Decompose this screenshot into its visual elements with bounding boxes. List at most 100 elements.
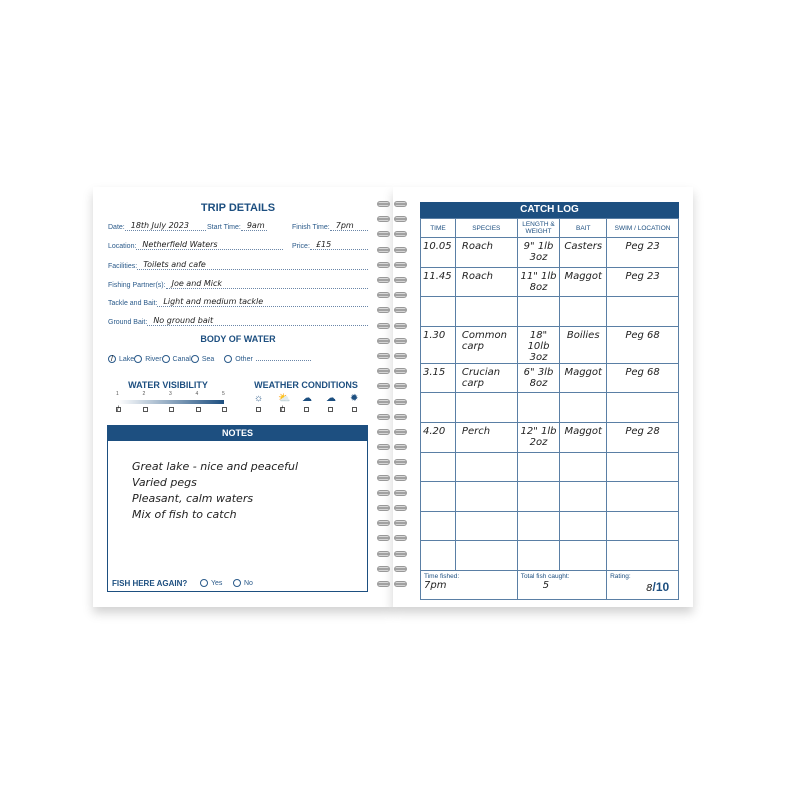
catch-cell[interactable]: Common carp xyxy=(454,325,518,364)
rating-cell[interactable]: Rating: 8/10 xyxy=(606,569,679,600)
catch-cell[interactable]: 9" 1lb 3oz xyxy=(516,237,561,268)
total-caught-cell[interactable]: Total fish caught: 5 xyxy=(516,569,608,600)
price-field[interactable]: Price: £15 xyxy=(292,240,368,250)
catch-cell[interactable]: Peg 23 xyxy=(606,266,679,298)
catch-cell[interactable] xyxy=(420,510,456,542)
catch-row: 11.45 Roach 11" 1lb 8oz Maggot Peg 23 xyxy=(420,266,679,298)
catch-cell[interactable]: Roach xyxy=(454,237,518,268)
catch-cell[interactable] xyxy=(516,540,561,571)
start-field[interactable]: Start Time: 9am xyxy=(207,221,267,231)
catch-cell[interactable] xyxy=(420,392,456,423)
water-option-river[interactable]: River xyxy=(134,355,162,363)
catch-cell[interactable] xyxy=(606,451,679,483)
spiral-ring xyxy=(377,458,407,466)
catch-cell[interactable] xyxy=(516,481,561,512)
location-field[interactable]: Location: Netherfield Waters xyxy=(108,240,283,250)
finish-field[interactable]: Finish Time: 7pm xyxy=(292,221,368,231)
catch-cell[interactable]: Maggot xyxy=(559,362,608,394)
water-option-other[interactable]: Other xyxy=(214,355,368,363)
catch-cell[interactable] xyxy=(454,392,518,423)
catch-cell[interactable]: Peg 28 xyxy=(606,421,679,453)
weather-checkbox[interactable] xyxy=(352,407,357,412)
spiral-ring xyxy=(377,337,407,345)
catch-cell[interactable]: 12" 1lb 2oz xyxy=(516,421,561,453)
catch-cell[interactable] xyxy=(559,540,608,571)
catch-cell[interactable] xyxy=(420,540,456,571)
catch-cell[interactable]: 11" 1lb 8oz xyxy=(516,266,561,298)
catch-cell[interactable] xyxy=(454,510,518,542)
visibility-checkbox-5[interactable] xyxy=(222,407,227,412)
catch-cell[interactable] xyxy=(516,510,561,542)
catch-cell[interactable] xyxy=(420,481,456,512)
catch-cell[interactable]: Boilies xyxy=(559,325,608,364)
catch-cell[interactable] xyxy=(559,296,608,327)
spiral-ring xyxy=(377,428,407,436)
catch-cell[interactable]: Perch xyxy=(454,421,518,453)
catch-cell[interactable] xyxy=(516,451,561,483)
water-option-lake[interactable]: / Lake xyxy=(108,355,134,363)
catch-cell[interactable]: 4.20 xyxy=(420,421,456,453)
catch-cell[interactable] xyxy=(454,451,518,483)
facilities-field[interactable]: Facilities: Toilets and cafe xyxy=(108,260,368,270)
partners-field[interactable]: Fishing Partner(s): Joe and Mick xyxy=(108,279,368,289)
column-header: TIME xyxy=(420,218,456,238)
catch-cell[interactable] xyxy=(516,296,561,327)
spiral-ring xyxy=(377,489,407,497)
catch-cell[interactable] xyxy=(606,481,679,512)
facilities-label: Facilities: xyxy=(108,263,138,270)
fish-again-no[interactable]: No xyxy=(233,579,253,587)
catch-cell[interactable]: 11.45 xyxy=(420,266,456,298)
visibility-checkbox-4[interactable] xyxy=(195,407,201,412)
weather-checkbox[interactable]: / xyxy=(280,406,285,413)
catch-cell[interactable]: 10.05 xyxy=(420,237,456,268)
catch-cell[interactable] xyxy=(606,296,679,327)
catch-cell[interactable]: Peg 23 xyxy=(606,237,679,268)
rating-label: Rating: xyxy=(610,572,631,580)
visibility-checkbox-1[interactable]: / xyxy=(116,406,121,413)
weather-checkbox[interactable] xyxy=(304,407,309,412)
catch-cell[interactable]: Casters xyxy=(559,237,608,268)
catch-cell[interactable] xyxy=(420,296,456,327)
catch-cell[interactable]: Crucian carp xyxy=(454,362,518,394)
column-header: SPECIES xyxy=(454,218,518,238)
catch-cell[interactable]: Peg 68 xyxy=(606,362,679,394)
catch-cell[interactable] xyxy=(559,451,608,483)
catch-cell[interactable]: Maggot xyxy=(559,266,608,298)
weather-checkbox[interactable] xyxy=(328,407,333,412)
catch-cell[interactable] xyxy=(559,510,608,542)
catch-cell[interactable] xyxy=(606,392,679,423)
catch-cell[interactable]: 18" 10lb 3oz xyxy=(516,325,561,364)
catch-cell[interactable]: 1.30 xyxy=(420,325,456,364)
option-label: Canal xyxy=(172,355,191,363)
catch-cell[interactable] xyxy=(454,540,518,571)
catch-cell[interactable] xyxy=(420,451,456,483)
water-option-sea[interactable]: Sea xyxy=(190,355,214,363)
tackle-field[interactable]: Tackle and Bait: Light and medium tackle xyxy=(108,297,368,307)
catch-cell[interactable] xyxy=(516,392,561,423)
catch-cell[interactable]: 6" 3lb 8oz xyxy=(516,362,561,394)
groundbait-label: Ground Bait: xyxy=(108,319,148,326)
option-label: River xyxy=(145,355,162,363)
date-field[interactable]: Date: 18th July 2023 xyxy=(108,221,206,231)
visibility-checkbox-3[interactable] xyxy=(169,407,174,412)
date-label: Date: xyxy=(108,224,125,231)
visibility-checkbox-2[interactable] xyxy=(142,407,148,412)
catch-cell[interactable] xyxy=(454,481,518,512)
catch-cell[interactable] xyxy=(606,510,679,542)
catch-cell[interactable] xyxy=(454,296,518,327)
time-fished-cell[interactable]: Time fished: 7pm xyxy=(420,569,518,600)
catch-cell[interactable] xyxy=(559,392,608,423)
catch-cell[interactable]: Roach xyxy=(454,266,518,298)
catch-cell[interactable]: 3.15 xyxy=(420,362,456,394)
weather-checkbox[interactable] xyxy=(256,407,261,412)
catch-cell[interactable]: Peg 68 xyxy=(606,325,679,364)
water-option-canal[interactable]: Canal xyxy=(161,355,191,363)
fish-again-yes[interactable]: Yes xyxy=(200,579,222,587)
option-label: Other xyxy=(235,355,253,363)
column-header: SWIM / LOCATION xyxy=(606,218,679,238)
groundbait-field[interactable]: Ground Bait: No ground bait xyxy=(108,316,368,326)
catch-cell[interactable] xyxy=(606,540,679,571)
catch-cell[interactable]: Maggot xyxy=(559,421,608,453)
catch-cell[interactable] xyxy=(559,481,608,512)
storm-cloud-icon: ☁ xyxy=(326,393,336,404)
